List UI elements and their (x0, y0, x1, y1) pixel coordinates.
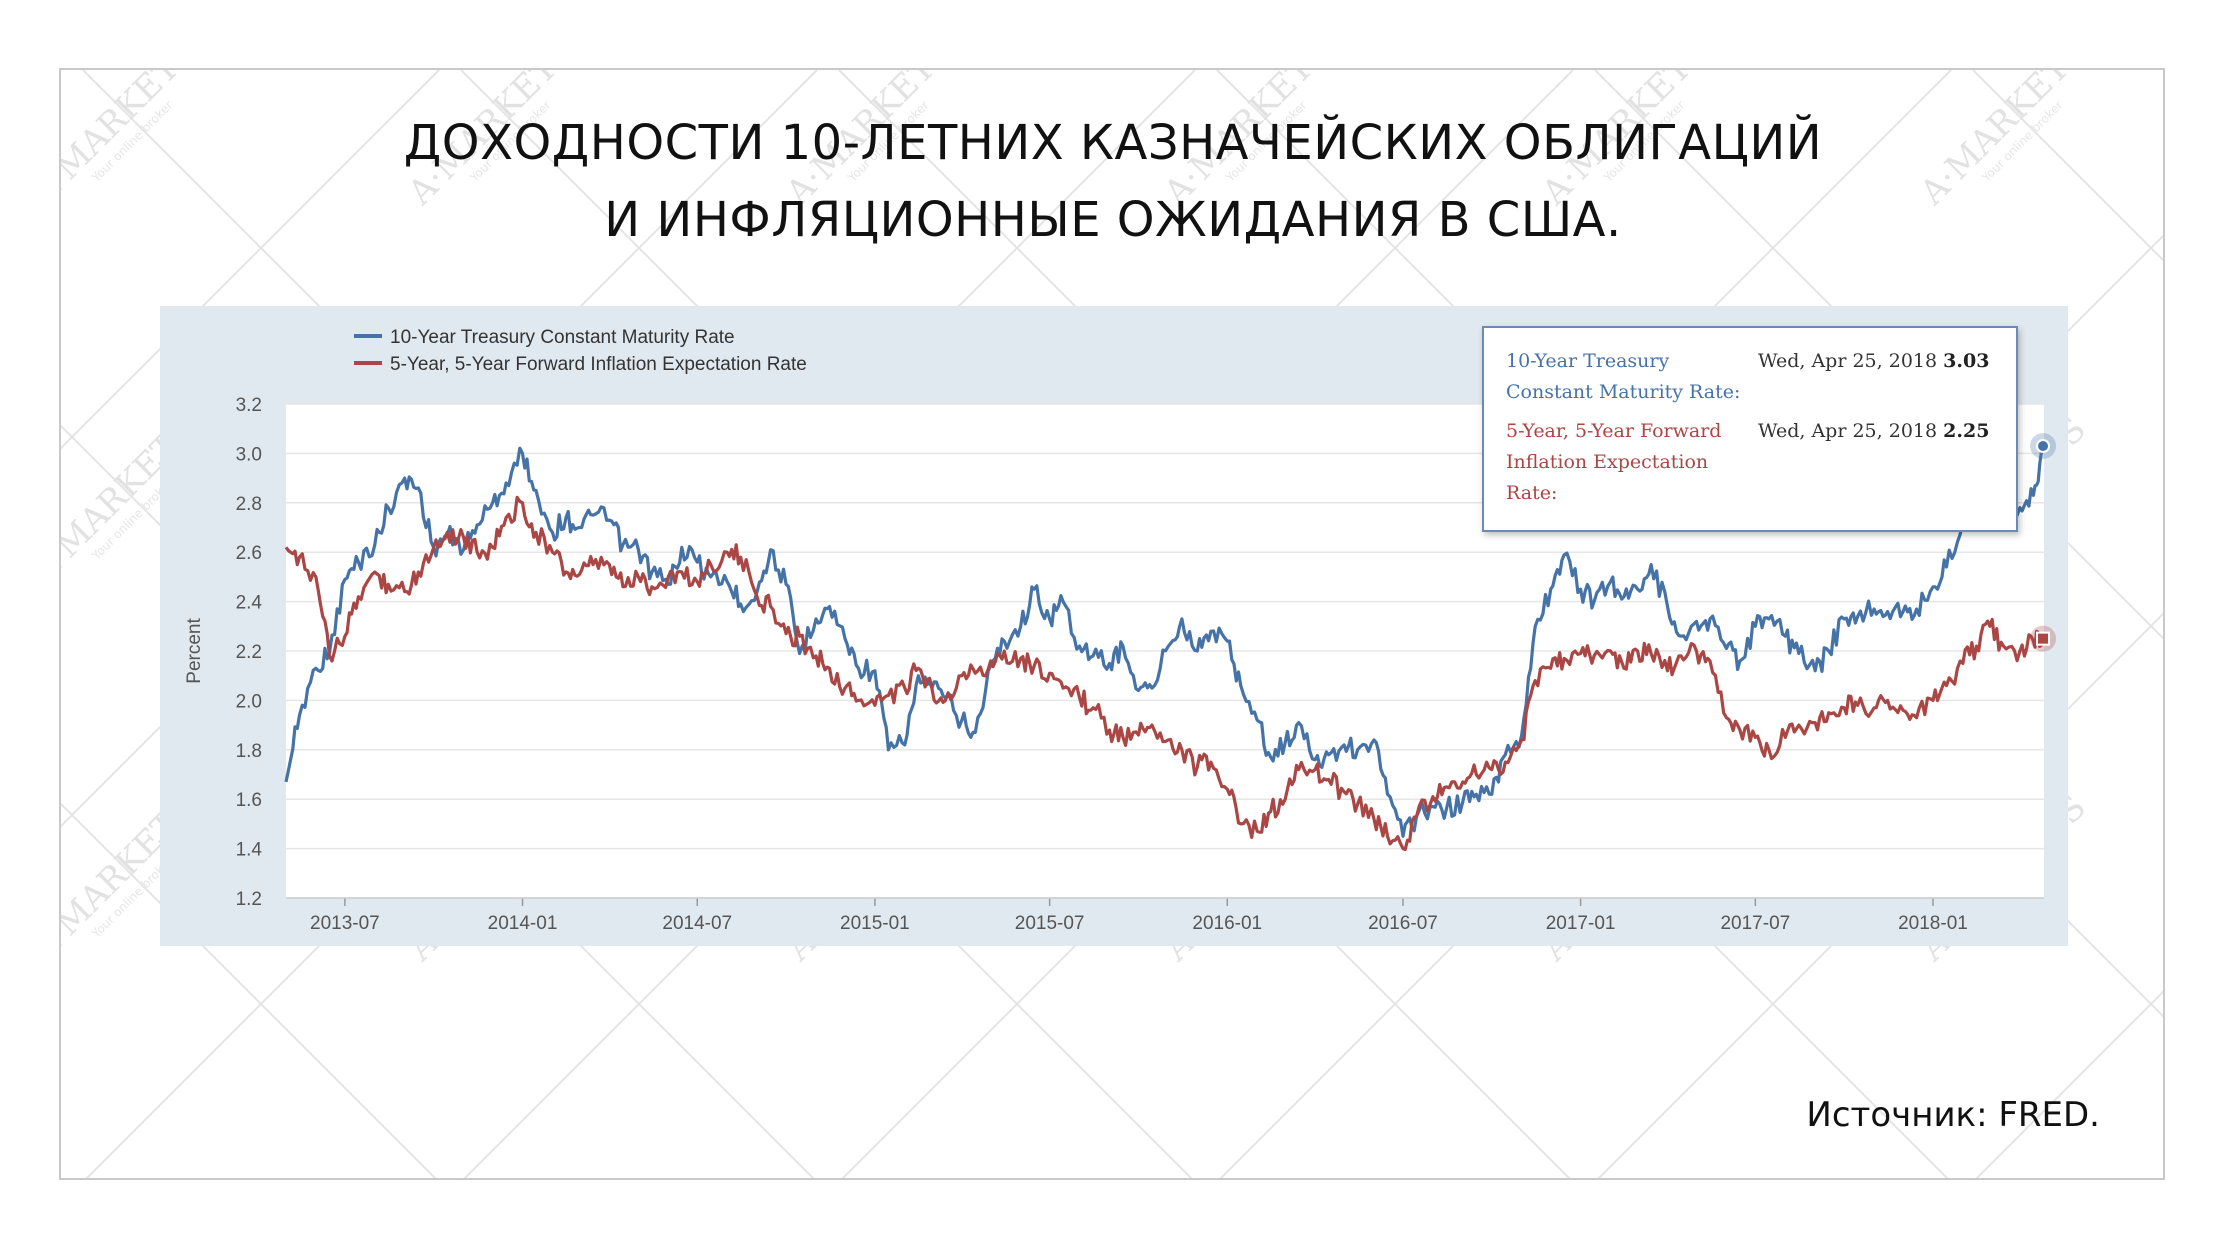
x-tick-label: 2014-07 (662, 913, 732, 934)
source-note: Источник: FRED. (1806, 1095, 2100, 1135)
y-tick-label: 3.0 (236, 444, 262, 465)
hover-point[interactable] (2036, 631, 2051, 646)
x-tick-label: 2015-07 (1015, 913, 1085, 934)
x-tick-label: 2015-01 (840, 913, 910, 934)
chart-tooltip: 10-Year Treasury Constant Maturity Rate:… (1482, 326, 2018, 532)
tooltip-date-text: Wed, Apr 25, 2018 (1758, 350, 1938, 372)
y-tick-label: 1.2 (236, 889, 262, 910)
y-tick-label: 2.8 (236, 494, 262, 515)
x-tick-label: 2017-07 (1720, 913, 1790, 934)
y-axis-title: Percent (184, 618, 205, 684)
x-tick-label: 2014-01 (488, 913, 558, 934)
tooltip-series-name: 10-Year Treasury Constant Maturity Rate: (1506, 350, 1741, 403)
y-tick-label: 2.6 (236, 543, 262, 564)
y-tick-label: 2.4 (236, 593, 263, 614)
tooltip-date-text: Wed, Apr 25, 2018 (1758, 420, 1938, 442)
tooltip-date: Wed, Apr 25, 2018 2.25 (1758, 416, 1989, 447)
y-tick-label: 1.4 (236, 840, 263, 861)
tooltip-series-name: 5-Year, 5-Year Forward Inflation Expecta… (1506, 420, 1722, 504)
tooltip-date: Wed, Apr 25, 2018 3.03 (1758, 346, 1989, 377)
slide-title-line2: И ИНФЛЯЦИОННЫЕ ОЖИДАНИЯ В США. (604, 192, 1622, 248)
y-tick-label: 3.2 (236, 395, 262, 416)
y-tick-label: 1.8 (236, 741, 262, 762)
slide-title-line1: ДОХОДНОСТИ 10-ЛЕТНИХ КАЗНАЧЕЙСКИХ ОБЛИГА… (403, 115, 1823, 171)
legend-label[interactable]: 5-Year, 5-Year Forward Inflation Expecta… (390, 354, 807, 375)
hover-point[interactable] (2036, 438, 2051, 453)
x-tick-label: 2018-01 (1898, 913, 1968, 934)
x-tick-label: 2013-07 (310, 913, 380, 934)
tooltip-value: 3.03 (1943, 350, 1990, 372)
legend-label[interactable]: 10-Year Treasury Constant Maturity Rate (390, 327, 735, 348)
series-line[interactable] (284, 495, 2045, 852)
y-tick-label: 1.6 (236, 790, 262, 811)
x-tick-label: 2016-07 (1368, 913, 1438, 934)
y-tick-label: 2.2 (236, 642, 262, 663)
tooltip-value: 2.25 (1943, 420, 1990, 442)
y-tick-label: 2.0 (236, 691, 262, 712)
x-tick-label: 2017-01 (1546, 913, 1616, 934)
x-tick-label: 2016-01 (1192, 913, 1262, 934)
series-line[interactable] (284, 445, 2045, 838)
